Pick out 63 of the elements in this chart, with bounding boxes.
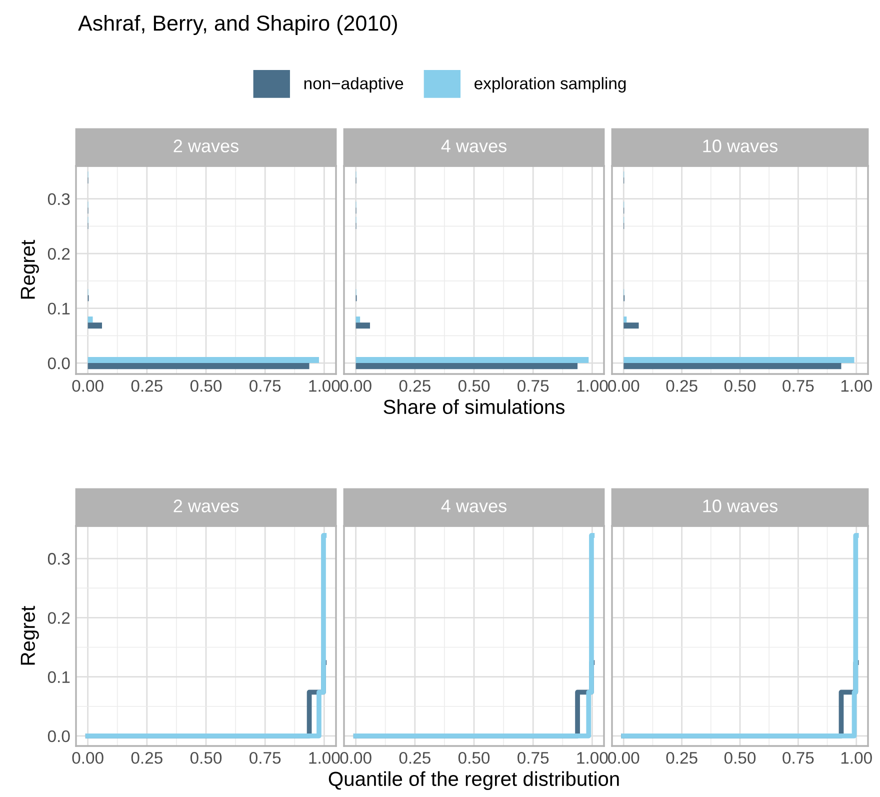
chart-title: 10 waves [703,500,778,512]
x-tick-label: 0.50 [190,752,222,764]
x-tick-label: 0.00 [608,752,640,764]
bar [356,357,589,364]
x-tick-label: 0.25 [399,752,430,764]
x-tick-label: 1.00 [841,380,872,392]
x-tick-label: 0.25 [666,380,698,392]
x-tick-label: 0.25 [131,752,162,764]
x-tick-label: 0.75 [782,380,814,392]
y-tick-label: 0.3 [48,193,70,206]
y-tick-label: 0.2 [48,612,70,624]
bar [88,322,102,329]
x-tick-label: 0.75 [518,752,549,764]
x-axis-title: Quantile of the regret distribution [328,771,619,790]
x-tick-label: 1.00 [577,380,608,392]
x-tick-label: 0.50 [458,380,490,392]
bar [88,316,93,323]
x-tick-label: 0.00 [72,752,104,764]
y-axis-title: Regret [20,606,39,665]
bar [624,363,842,370]
x-tick-label: 0.00 [72,380,104,392]
x-tick-label: 0.75 [250,752,281,764]
legend-label: non−adaptive [304,77,404,93]
bar [356,322,370,329]
bar [624,316,627,323]
x-tick-label: 0.50 [724,752,756,764]
x-tick-label: 0.25 [399,380,430,392]
x-tick-label: 0.00 [340,380,372,392]
y-tick-label: 0.1 [48,671,70,684]
y-tick-label: 0.3 [48,552,70,565]
x-tick-label: 0.25 [666,752,698,764]
x-tick-label: 0.00 [340,752,372,764]
bar [356,316,360,323]
x-tick-label: 1.00 [309,752,340,764]
bar [624,357,854,364]
x-tick-label: 0.75 [518,380,549,392]
x-tick-label: 0.00 [608,380,640,392]
y-tick-label: 0.1 [48,302,70,315]
x-tick-label: 1.00 [841,752,872,764]
bar [88,357,319,364]
bar [88,363,310,370]
chart-title: 10 waves [703,140,778,152]
x-tick-label: 1.00 [309,380,340,392]
bar [624,322,639,329]
y-axis-title: Regret [20,240,39,299]
text: Ashraf, Berry, and Shapiro (2010) [78,14,397,36]
x-tick-label: 1.00 [577,752,608,764]
x-tick-label: 0.50 [458,752,490,764]
x-tick-label: 0.75 [782,752,814,764]
legend-label: exploration sampling [474,77,626,93]
chart-title: 4 waves [441,140,506,152]
x-tick-label: 0.50 [724,380,756,392]
chart-title: 4 waves [441,500,506,512]
x-axis-title: Share of simulations [384,399,565,414]
bar [356,363,578,370]
y-tick-label: 0.0 [48,730,70,742]
y-tick-label: 0.2 [48,248,70,260]
x-tick-label: 0.75 [250,380,281,392]
chart-title: 2 waves [174,500,238,512]
x-tick-label: 0.50 [190,380,222,392]
x-tick-label: 0.25 [131,380,162,392]
y-tick-label: 0.0 [48,357,70,370]
chart-title: 2 waves [174,140,238,152]
